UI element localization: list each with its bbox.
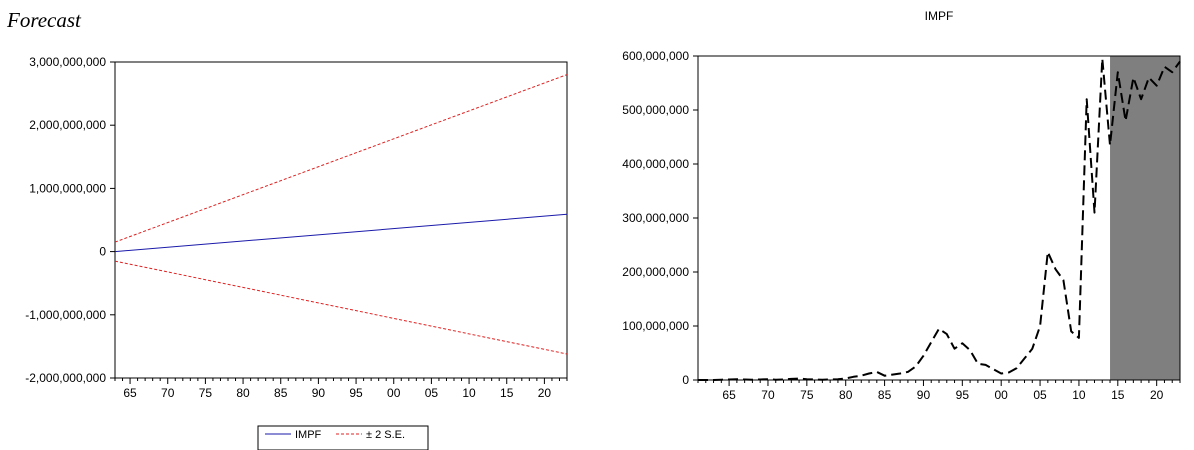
series-group: [698, 57, 1181, 381]
x-tick-label: 10: [1072, 388, 1086, 402]
legend: IMPF ± 2 S.E.: [257, 425, 429, 450]
series-impf-line: [114, 213, 568, 253]
x-tick-label: 80: [236, 386, 250, 400]
x-tick-label: 70: [161, 386, 175, 400]
x-tick-label: 00: [387, 386, 401, 400]
chart-title: IMPF: [925, 9, 954, 23]
y-tick-label: 600,000,000: [622, 49, 689, 63]
x-tick-label: 75: [800, 388, 814, 402]
x-tick-label: 05: [425, 386, 439, 400]
y-tick-label: 500,000,000: [622, 103, 689, 117]
forecast-chart: -2,000,000,000 -1,000,000,000 0 1,000,000,0…: [25, 55, 568, 450]
x-tick-label: 15: [1111, 388, 1125, 402]
x-tick-label: 95: [349, 386, 363, 400]
y-axis: -2,000,000,000 -1,000,000,000 0 1,000,000,0…: [25, 55, 115, 385]
x-tick-label: 20: [1150, 388, 1164, 402]
series-se-lower-line: [114, 260, 568, 355]
x-tick-label: 80: [839, 388, 853, 402]
page-heading: Forecast: [6, 8, 82, 32]
x-tick-label: 65: [722, 388, 736, 402]
y-tick-label: 0: [99, 245, 106, 259]
series-impf-line: [698, 57, 1181, 381]
x-tick-label: 00: [995, 388, 1009, 402]
x-tick-label: 65: [123, 386, 137, 400]
x-tick-label: 05: [1033, 388, 1047, 402]
y-tick-label: -1,000,000,000: [25, 308, 106, 322]
y-tick-label: 300,000,000: [622, 211, 689, 225]
y-tick-label: 400,000,000: [622, 157, 689, 171]
series-group: [114, 74, 568, 355]
plot-frame: [697, 55, 1181, 381]
x-tick-label: 90: [312, 386, 326, 400]
x-tick-label: 95: [956, 388, 970, 402]
x-tick-label: 85: [878, 388, 892, 402]
legend-box: [257, 425, 429, 450]
y-tick-label: 100,000,000: [622, 319, 689, 333]
legend-label: IMPF: [295, 429, 322, 441]
x-tick-label: 20: [538, 386, 552, 400]
x-tick-label: 90: [917, 388, 931, 402]
x-axis: 65 70 75 80 85 90 95 00 05 10 15 20: [114, 378, 568, 400]
y-axis: 0 100,000,000 200,000,000 300,000,000 400,00…: [622, 49, 698, 387]
y-tick-label: -2,000,000,000: [25, 371, 106, 385]
legend-label: ± 2 S.E.: [366, 429, 405, 441]
x-tick-label: 10: [462, 386, 476, 400]
y-tick-label: 2,000,000,000: [29, 118, 106, 132]
x-axis: 65 70 75 80 85 90 95 00 05 10 15 20: [697, 380, 1181, 402]
forecast-shaded-region: [1110, 56, 1180, 380]
x-tick-label: 75: [199, 386, 213, 400]
impf-chart: IMPF 0 100,000,000 200,000,000 300,000,000 4…: [622, 9, 1181, 402]
x-tick-label: 70: [761, 388, 775, 402]
y-tick-label: 0: [682, 373, 689, 387]
y-tick-label: 3,000,000,000: [29, 55, 106, 69]
x-tick-label: 85: [274, 386, 288, 400]
series-se-upper-line: [114, 74, 568, 243]
y-tick-label: 200,000,000: [622, 265, 689, 279]
y-tick-label: 1,000,000,000: [29, 181, 106, 195]
x-tick-label: 15: [500, 386, 514, 400]
